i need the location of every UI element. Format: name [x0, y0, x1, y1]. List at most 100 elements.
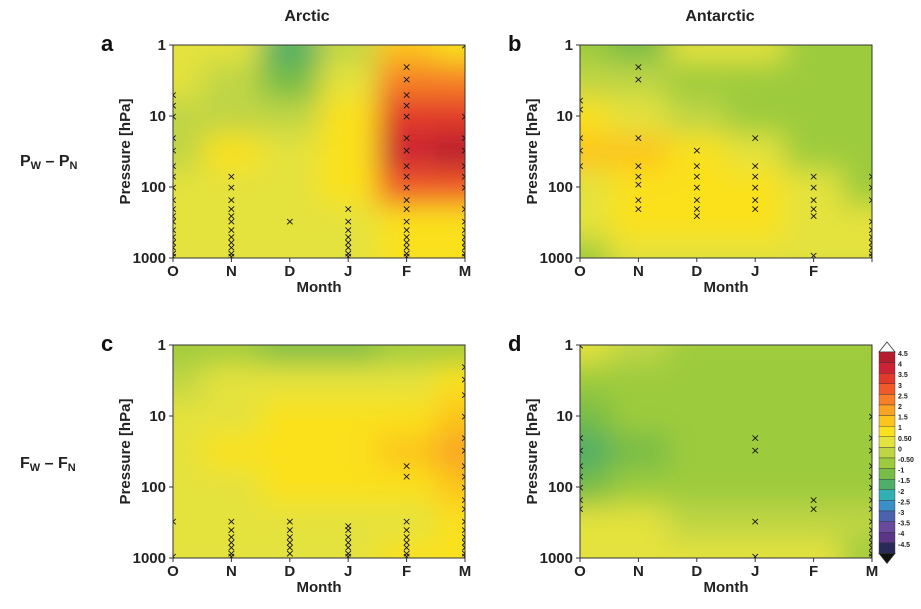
field-cell — [667, 362, 727, 400]
field-cell — [173, 362, 204, 400]
colorbar-swatch — [878, 542, 896, 554]
colorbar-tick-label: -3.5 — [898, 521, 910, 528]
significance-cross: × — [227, 536, 236, 549]
colorbar-tick-label: 1.5 — [898, 415, 908, 422]
field-cell — [435, 133, 465, 171]
significance-cross: × — [460, 360, 469, 373]
y-axis-label: Pressure [hPa] — [117, 399, 134, 505]
significance-cross: × — [344, 215, 353, 228]
significance-cross: × — [402, 550, 411, 563]
field-cell — [377, 204, 437, 242]
colorbar-swatch — [878, 436, 896, 448]
significance-cross: × — [634, 73, 643, 86]
field-cell — [319, 240, 379, 258]
significance-cross: × — [227, 224, 236, 237]
significance-cross: × — [867, 460, 876, 473]
y-tick-label: 1 — [565, 337, 573, 354]
significance-cross: × — [809, 181, 818, 194]
significance-cross: × — [168, 160, 177, 173]
field-cell — [842, 362, 872, 400]
field-cell — [260, 240, 320, 258]
field-cell — [319, 133, 379, 171]
field-cell — [202, 469, 262, 506]
field-cell — [202, 540, 262, 558]
x-tick-label: M — [459, 563, 472, 580]
field-cell — [726, 433, 786, 471]
field-cell — [609, 62, 669, 100]
x-tick-label: J — [751, 563, 759, 580]
significance-cross: × — [168, 99, 177, 112]
x-tick-label: O — [167, 563, 179, 580]
significance-cross: × — [575, 160, 584, 173]
field-cell — [260, 345, 320, 364]
significance-cross: × — [867, 470, 876, 483]
significance-cross: × — [402, 241, 411, 254]
colorbar-swatch — [878, 415, 896, 427]
field-cell — [842, 504, 872, 542]
field-cell — [580, 469, 611, 506]
field-cell — [726, 45, 786, 64]
colorbar-swatch — [878, 426, 896, 438]
field-cell — [260, 504, 320, 542]
significance-cross: × — [867, 444, 876, 457]
field-cell — [202, 362, 262, 400]
significance-cross: × — [402, 99, 411, 112]
y-tick-label: 1 — [565, 37, 573, 54]
colorbar-swatch — [878, 351, 896, 363]
significance-cross: × — [402, 202, 411, 215]
significance-cross: × — [168, 89, 177, 102]
field-cell — [319, 45, 379, 64]
significance-cross: × — [168, 181, 177, 194]
field-cell — [435, 169, 465, 206]
x-axis-label: Month — [297, 579, 342, 596]
field-cell — [377, 169, 437, 206]
significance-cross: × — [634, 202, 643, 215]
significance-cross: × — [344, 524, 353, 537]
panel-b: ××××××××××××××××××××××××××××××××××××××××… — [508, 31, 876, 296]
significance-cross: × — [692, 194, 701, 207]
significance-cross: × — [402, 181, 411, 194]
field-cell — [377, 240, 437, 258]
significance-cross: × — [692, 144, 701, 157]
significance-cross: × — [344, 541, 353, 554]
field-cell — [173, 133, 204, 171]
x-tick-label: D — [284, 563, 295, 580]
significance-cross: × — [460, 236, 469, 249]
significance-cross: × — [867, 236, 876, 249]
field-cell — [377, 362, 437, 400]
significance-cross: × — [227, 231, 236, 244]
field-cell — [842, 345, 872, 364]
field-cell — [173, 62, 204, 100]
plot-frame — [579, 344, 873, 559]
field-cell — [173, 98, 204, 135]
significance-cross: × — [809, 209, 818, 222]
y-tick-label: 1 — [158, 37, 166, 54]
significance-cross: × — [402, 231, 411, 244]
field-cell — [842, 240, 872, 258]
field-cell — [377, 433, 437, 471]
field-cell — [202, 398, 262, 435]
field-cell — [784, 362, 844, 400]
field-cell — [580, 398, 611, 435]
x-tick-label: N — [633, 263, 644, 280]
significance-cross: × — [168, 247, 177, 260]
significance-cross: × — [285, 541, 294, 554]
significance-cross: × — [867, 494, 876, 507]
field-cell — [173, 204, 204, 242]
colorbar-tick-label: -0.50 — [898, 457, 914, 464]
significance-cross: × — [867, 247, 876, 260]
colorbar-swatch — [878, 500, 896, 512]
field-cell — [319, 169, 379, 206]
significance-cross: × — [867, 241, 876, 254]
significance-cross: × — [751, 194, 760, 207]
field-cell — [319, 62, 379, 100]
field-cell — [726, 169, 786, 206]
field-cell — [784, 345, 844, 364]
field-cell — [580, 362, 611, 400]
significance-cross: × — [168, 236, 177, 249]
significance-cross: × — [460, 224, 469, 237]
significance-cross: × — [692, 160, 701, 173]
plot-frame — [172, 44, 466, 259]
field-cell — [667, 169, 727, 206]
significance-cross: × — [634, 170, 643, 183]
